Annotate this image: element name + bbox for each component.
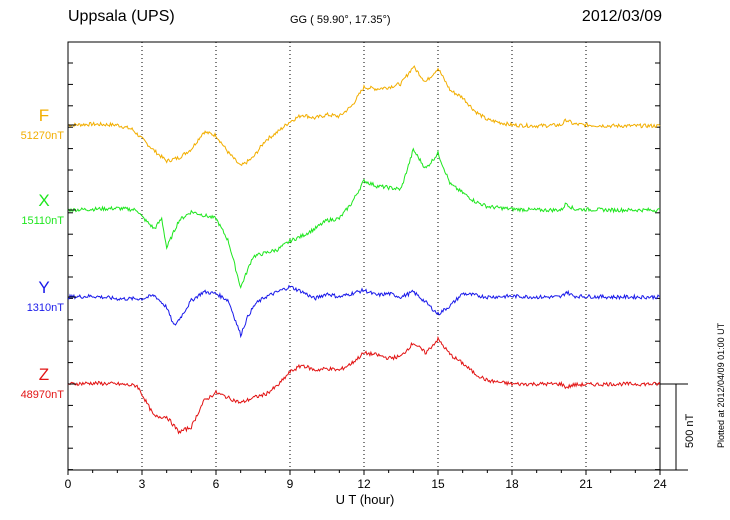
baseline-label-x: 15110nT (21, 215, 64, 227)
series-label-x: X (38, 191, 49, 210)
scale-bar-label: 500 nT (684, 413, 696, 448)
x-tick-label: 9 (287, 477, 294, 491)
x-tick-label: 6 (213, 477, 220, 491)
baseline-label-z: 48970nT (21, 389, 65, 401)
x-tick-label: 24 (653, 477, 667, 491)
x-ticks: 0 3 6 9 12 15 18 21 24 (65, 62, 667, 491)
series-line-x (67, 147, 661, 289)
baseline-label-y: 1310nT (27, 302, 65, 314)
x-tick-label: 18 (505, 477, 519, 491)
x-axis-title: U T (hour) (336, 492, 395, 507)
x-tick-label: 0 (65, 477, 72, 491)
series-line-f (67, 65, 661, 167)
series-line-z (67, 335, 661, 435)
date-label: 2012/03/09 (581, 8, 662, 25)
x-tick-label: 3 (139, 477, 146, 491)
x-tick-label: 12 (357, 477, 371, 491)
series-label-y: Y (38, 278, 49, 297)
series-line-y (67, 284, 661, 339)
station-title: Uppsala (UPS) (68, 8, 175, 25)
series-label-f: F (39, 106, 49, 125)
x-tick-label: 21 (579, 477, 593, 491)
series-group: F 51270nT X 15110nT Y 1310nT Z 48970nT (21, 65, 662, 435)
series-label-z: Z (39, 365, 49, 384)
baseline-label-f: 51270nT (21, 130, 65, 142)
geo-coords: GG ( 59.90°, 17.35°) (290, 14, 391, 26)
plotted-at-note: Plotted at 2012/04/09 01:00 UT (716, 322, 726, 448)
scale-bar: 500 nT (660, 383, 696, 471)
x-tick-label: 15 (431, 477, 445, 491)
grid-lines (141, 42, 587, 470)
